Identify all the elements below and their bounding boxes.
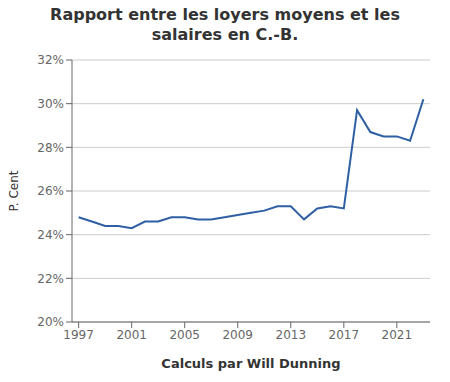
svg-text:20%: 20%: [37, 315, 64, 329]
svg-text:2021: 2021: [382, 328, 413, 342]
svg-text:P. Cent: P. Cent: [8, 170, 21, 211]
html-text:Rapport entre les loyers moyen: Rapport entre les loyers moyens et les: [50, 5, 400, 24]
svg-text:24%: 24%: [37, 228, 64, 242]
svg-text:2009: 2009: [222, 328, 253, 342]
svg-text:30%: 30%: [37, 97, 64, 111]
svg-text:1997: 1997: [63, 328, 94, 342]
svg-text:32%: 32%: [37, 53, 64, 67]
html-text:salaires en C.-B.: salaires en C.-B.: [151, 25, 299, 44]
svg-text:2017: 2017: [329, 328, 360, 342]
svg-text:2001: 2001: [116, 328, 147, 342]
svg-text:22%: 22%: [37, 272, 64, 286]
svg-text:28%: 28%: [37, 141, 64, 155]
svg-text:2005: 2005: [169, 328, 200, 342]
svg-text:26%: 26%: [37, 184, 64, 198]
svg-text:2013: 2013: [276, 328, 307, 342]
svg-text:Calculs par Will Dunning: Calculs par Will Dunning: [161, 356, 340, 371]
